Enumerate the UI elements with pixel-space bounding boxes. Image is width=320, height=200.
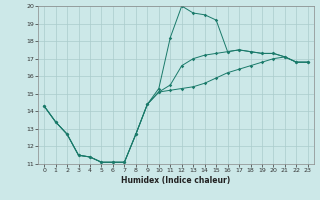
X-axis label: Humidex (Indice chaleur): Humidex (Indice chaleur)	[121, 176, 231, 185]
